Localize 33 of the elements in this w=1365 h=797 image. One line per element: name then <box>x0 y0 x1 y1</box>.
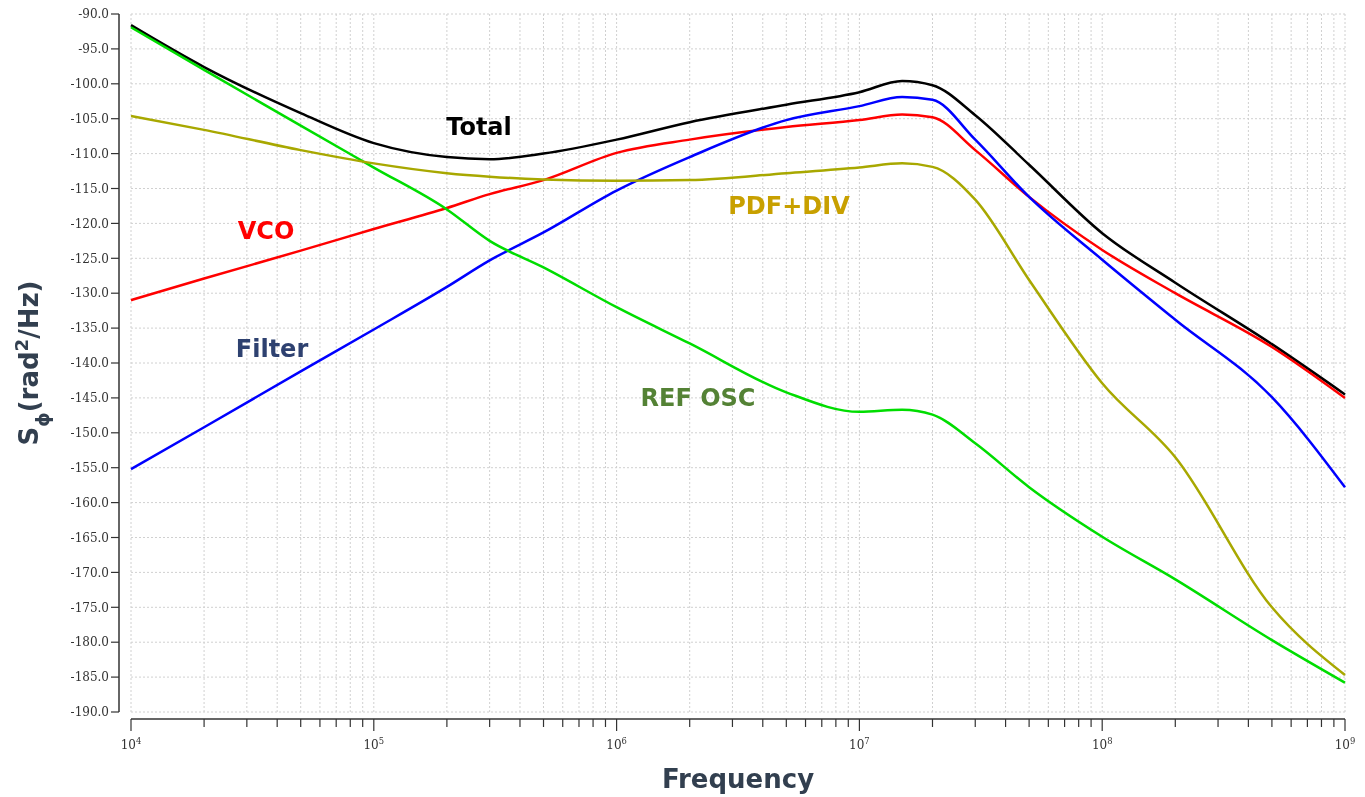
y-tick-label: -155.0 <box>70 460 109 475</box>
y-tick-label: -90.0 <box>78 7 109 22</box>
series-label: REF OSC <box>640 384 756 413</box>
y-tick-label: -135.0 <box>70 321 109 336</box>
series-label: PDF+DIV <box>728 192 851 221</box>
y-tick-label: -165.0 <box>70 530 109 545</box>
series-label: Total <box>446 113 512 142</box>
y-tick-label: -150.0 <box>70 426 109 440</box>
y-tick-label: -190.0 <box>70 705 109 720</box>
series-label: VCO <box>237 217 295 246</box>
y-tick-label: -95.0 <box>78 42 109 57</box>
y-tick-label: -125.0 <box>70 251 109 266</box>
y-tick-label: -110.0 <box>70 146 109 161</box>
x-tick-label: 10$^{8}$ <box>1091 736 1113 752</box>
y-tick-label: -160.0 <box>70 495 109 510</box>
y-tick-label: -140.0 <box>70 356 109 371</box>
x-axis-title: Frequency <box>661 764 815 794</box>
y-tick-label: -120.0 <box>70 216 109 231</box>
y-tick-label: -180.0 <box>70 635 109 650</box>
y-tick-label: -145.0 <box>70 391 109 406</box>
x-tick-label: 10$^{5}$ <box>363 736 385 752</box>
y-tick-label: -105.0 <box>70 111 109 126</box>
y-tick-label: -100.0 <box>70 77 109 91</box>
x-tick-label: 10$^{9}$ <box>1334 736 1356 752</box>
y-tick-label: -175.0 <box>70 600 109 615</box>
series-label: Filter <box>235 335 309 364</box>
x-tick-label: 10$^{4}$ <box>120 736 142 752</box>
y-tick-label: -170.0 <box>70 565 109 580</box>
y-tick-label: -115.0 <box>70 181 109 196</box>
x-tick-label: 10$^{6}$ <box>606 736 627 752</box>
x-tick-label: 10$^{7}$ <box>849 736 870 752</box>
y-tick-label: -185.0 <box>70 670 109 685</box>
y-tick-label: -130.0 <box>70 286 109 301</box>
